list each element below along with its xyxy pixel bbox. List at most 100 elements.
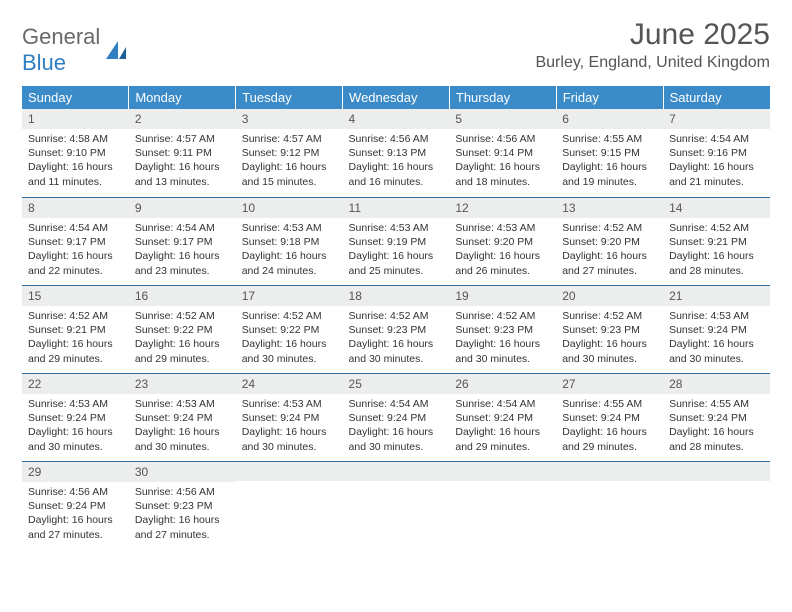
calendar-cell: 19Sunrise: 4:52 AMSunset: 9:23 PMDayligh… <box>449 285 556 373</box>
calendar-row: 8Sunrise: 4:54 AMSunset: 9:17 PMDaylight… <box>22 197 770 285</box>
page-subtitle: Burley, England, United Kingdom <box>535 54 770 72</box>
day-header: Tuesday <box>236 86 343 109</box>
logo: General Blue <box>22 24 130 76</box>
day-number: 11 <box>343 197 450 218</box>
day-details: Sunrise: 4:53 AMSunset: 9:19 PMDaylight:… <box>343 218 450 284</box>
day-details: Sunrise: 4:56 AMSunset: 9:14 PMDaylight:… <box>449 129 556 195</box>
day-details: Sunrise: 4:54 AMSunset: 9:24 PMDaylight:… <box>343 394 450 460</box>
day-number: 3 <box>236 109 343 129</box>
day-header: Thursday <box>449 86 556 109</box>
calendar-cell: 13Sunrise: 4:52 AMSunset: 9:20 PMDayligh… <box>556 197 663 285</box>
day-number: 19 <box>449 285 556 306</box>
day-number: 8 <box>22 197 129 218</box>
calendar-table: SundayMondayTuesdayWednesdayThursdayFrid… <box>22 86 770 549</box>
calendar-cell: 10Sunrise: 4:53 AMSunset: 9:18 PMDayligh… <box>236 197 343 285</box>
day-number: 7 <box>663 109 770 129</box>
day-header: Saturday <box>663 86 770 109</box>
title-block: June 2025 Burley, England, United Kingdo… <box>535 18 770 72</box>
day-number: 14 <box>663 197 770 218</box>
day-details: Sunrise: 4:52 AMSunset: 9:20 PMDaylight:… <box>556 218 663 284</box>
calendar-cell: 3Sunrise: 4:57 AMSunset: 9:12 PMDaylight… <box>236 109 343 197</box>
calendar-row: 22Sunrise: 4:53 AMSunset: 9:24 PMDayligh… <box>22 373 770 461</box>
day-details: Sunrise: 4:57 AMSunset: 9:11 PMDaylight:… <box>129 129 236 195</box>
day-number: 15 <box>22 285 129 306</box>
day-details: Sunrise: 4:52 AMSunset: 9:23 PMDaylight:… <box>343 306 450 372</box>
calendar-row: 29Sunrise: 4:56 AMSunset: 9:24 PMDayligh… <box>22 461 770 549</box>
calendar-cell <box>449 461 556 549</box>
day-number: 20 <box>556 285 663 306</box>
day-number: 16 <box>129 285 236 306</box>
day-header-row: SundayMondayTuesdayWednesdayThursdayFrid… <box>22 86 770 109</box>
day-number: 29 <box>22 461 129 482</box>
day-details: Sunrise: 4:53 AMSunset: 9:24 PMDaylight:… <box>22 394 129 460</box>
day-number: 1 <box>22 109 129 129</box>
day-header: Friday <box>556 86 663 109</box>
calendar-cell <box>343 461 450 549</box>
day-number: 24 <box>236 373 343 394</box>
day-header: Wednesday <box>343 86 450 109</box>
calendar-cell: 4Sunrise: 4:56 AMSunset: 9:13 PMDaylight… <box>343 109 450 197</box>
day-number: 22 <box>22 373 129 394</box>
day-details: Sunrise: 4:57 AMSunset: 9:12 PMDaylight:… <box>236 129 343 195</box>
day-number: 6 <box>556 109 663 129</box>
calendar-cell: 16Sunrise: 4:52 AMSunset: 9:22 PMDayligh… <box>129 285 236 373</box>
day-details: Sunrise: 4:52 AMSunset: 9:22 PMDaylight:… <box>236 306 343 372</box>
calendar-cell: 22Sunrise: 4:53 AMSunset: 9:24 PMDayligh… <box>22 373 129 461</box>
logo-word2: Blue <box>22 50 66 75</box>
calendar-body: 1Sunrise: 4:58 AMSunset: 9:10 PMDaylight… <box>22 109 770 549</box>
calendar-cell: 12Sunrise: 4:53 AMSunset: 9:20 PMDayligh… <box>449 197 556 285</box>
day-number: 9 <box>129 197 236 218</box>
calendar-cell: 17Sunrise: 4:52 AMSunset: 9:22 PMDayligh… <box>236 285 343 373</box>
calendar-cell: 30Sunrise: 4:56 AMSunset: 9:23 PMDayligh… <box>129 461 236 549</box>
calendar-cell: 18Sunrise: 4:52 AMSunset: 9:23 PMDayligh… <box>343 285 450 373</box>
day-details: Sunrise: 4:53 AMSunset: 9:24 PMDaylight:… <box>236 394 343 460</box>
day-details: Sunrise: 4:52 AMSunset: 9:21 PMDaylight:… <box>663 218 770 284</box>
calendar-cell <box>236 461 343 549</box>
day-details: Sunrise: 4:54 AMSunset: 9:17 PMDaylight:… <box>129 218 236 284</box>
day-number: 30 <box>129 461 236 482</box>
day-number: 25 <box>343 373 450 394</box>
day-details: Sunrise: 4:54 AMSunset: 9:16 PMDaylight:… <box>663 129 770 195</box>
day-details: Sunrise: 4:56 AMSunset: 9:24 PMDaylight:… <box>22 482 129 548</box>
calendar-cell: 2Sunrise: 4:57 AMSunset: 9:11 PMDaylight… <box>129 109 236 197</box>
day-details: Sunrise: 4:55 AMSunset: 9:24 PMDaylight:… <box>556 394 663 460</box>
day-details: Sunrise: 4:58 AMSunset: 9:10 PMDaylight:… <box>22 129 129 195</box>
calendar-cell: 20Sunrise: 4:52 AMSunset: 9:23 PMDayligh… <box>556 285 663 373</box>
day-header: Monday <box>129 86 236 109</box>
day-number: 23 <box>129 373 236 394</box>
header: General Blue June 2025 Burley, England, … <box>22 18 770 76</box>
day-details: Sunrise: 4:56 AMSunset: 9:13 PMDaylight:… <box>343 129 450 195</box>
day-number: 28 <box>663 373 770 394</box>
day-details: Sunrise: 4:55 AMSunset: 9:15 PMDaylight:… <box>556 129 663 195</box>
day-details: Sunrise: 4:54 AMSunset: 9:17 PMDaylight:… <box>22 218 129 284</box>
day-details: Sunrise: 4:53 AMSunset: 9:24 PMDaylight:… <box>663 306 770 372</box>
day-details: Sunrise: 4:52 AMSunset: 9:23 PMDaylight:… <box>556 306 663 372</box>
logo-word1: General <box>22 24 100 49</box>
day-details: Sunrise: 4:52 AMSunset: 9:22 PMDaylight:… <box>129 306 236 372</box>
day-number: 27 <box>556 373 663 394</box>
calendar-cell: 28Sunrise: 4:55 AMSunset: 9:24 PMDayligh… <box>663 373 770 461</box>
day-details: Sunrise: 4:52 AMSunset: 9:23 PMDaylight:… <box>449 306 556 372</box>
day-details: Sunrise: 4:54 AMSunset: 9:24 PMDaylight:… <box>449 394 556 460</box>
day-details: Sunrise: 4:52 AMSunset: 9:21 PMDaylight:… <box>22 306 129 372</box>
calendar-cell: 29Sunrise: 4:56 AMSunset: 9:24 PMDayligh… <box>22 461 129 549</box>
calendar-cell: 9Sunrise: 4:54 AMSunset: 9:17 PMDaylight… <box>129 197 236 285</box>
calendar-row: 1Sunrise: 4:58 AMSunset: 9:10 PMDaylight… <box>22 109 770 197</box>
day-header: Sunday <box>22 86 129 109</box>
day-number: 12 <box>449 197 556 218</box>
day-details: Sunrise: 4:55 AMSunset: 9:24 PMDaylight:… <box>663 394 770 460</box>
day-details: Sunrise: 4:53 AMSunset: 9:20 PMDaylight:… <box>449 218 556 284</box>
calendar-cell: 6Sunrise: 4:55 AMSunset: 9:15 PMDaylight… <box>556 109 663 197</box>
calendar-cell <box>663 461 770 549</box>
day-number: 18 <box>343 285 450 306</box>
day-details: Sunrise: 4:56 AMSunset: 9:23 PMDaylight:… <box>129 482 236 548</box>
logo-sail-icon <box>104 39 130 61</box>
calendar-cell: 7Sunrise: 4:54 AMSunset: 9:16 PMDaylight… <box>663 109 770 197</box>
calendar-cell: 15Sunrise: 4:52 AMSunset: 9:21 PMDayligh… <box>22 285 129 373</box>
day-number: 17 <box>236 285 343 306</box>
day-number: 2 <box>129 109 236 129</box>
page-title: June 2025 <box>535 18 770 52</box>
calendar-cell: 25Sunrise: 4:54 AMSunset: 9:24 PMDayligh… <box>343 373 450 461</box>
calendar-cell: 23Sunrise: 4:53 AMSunset: 9:24 PMDayligh… <box>129 373 236 461</box>
calendar-cell: 27Sunrise: 4:55 AMSunset: 9:24 PMDayligh… <box>556 373 663 461</box>
